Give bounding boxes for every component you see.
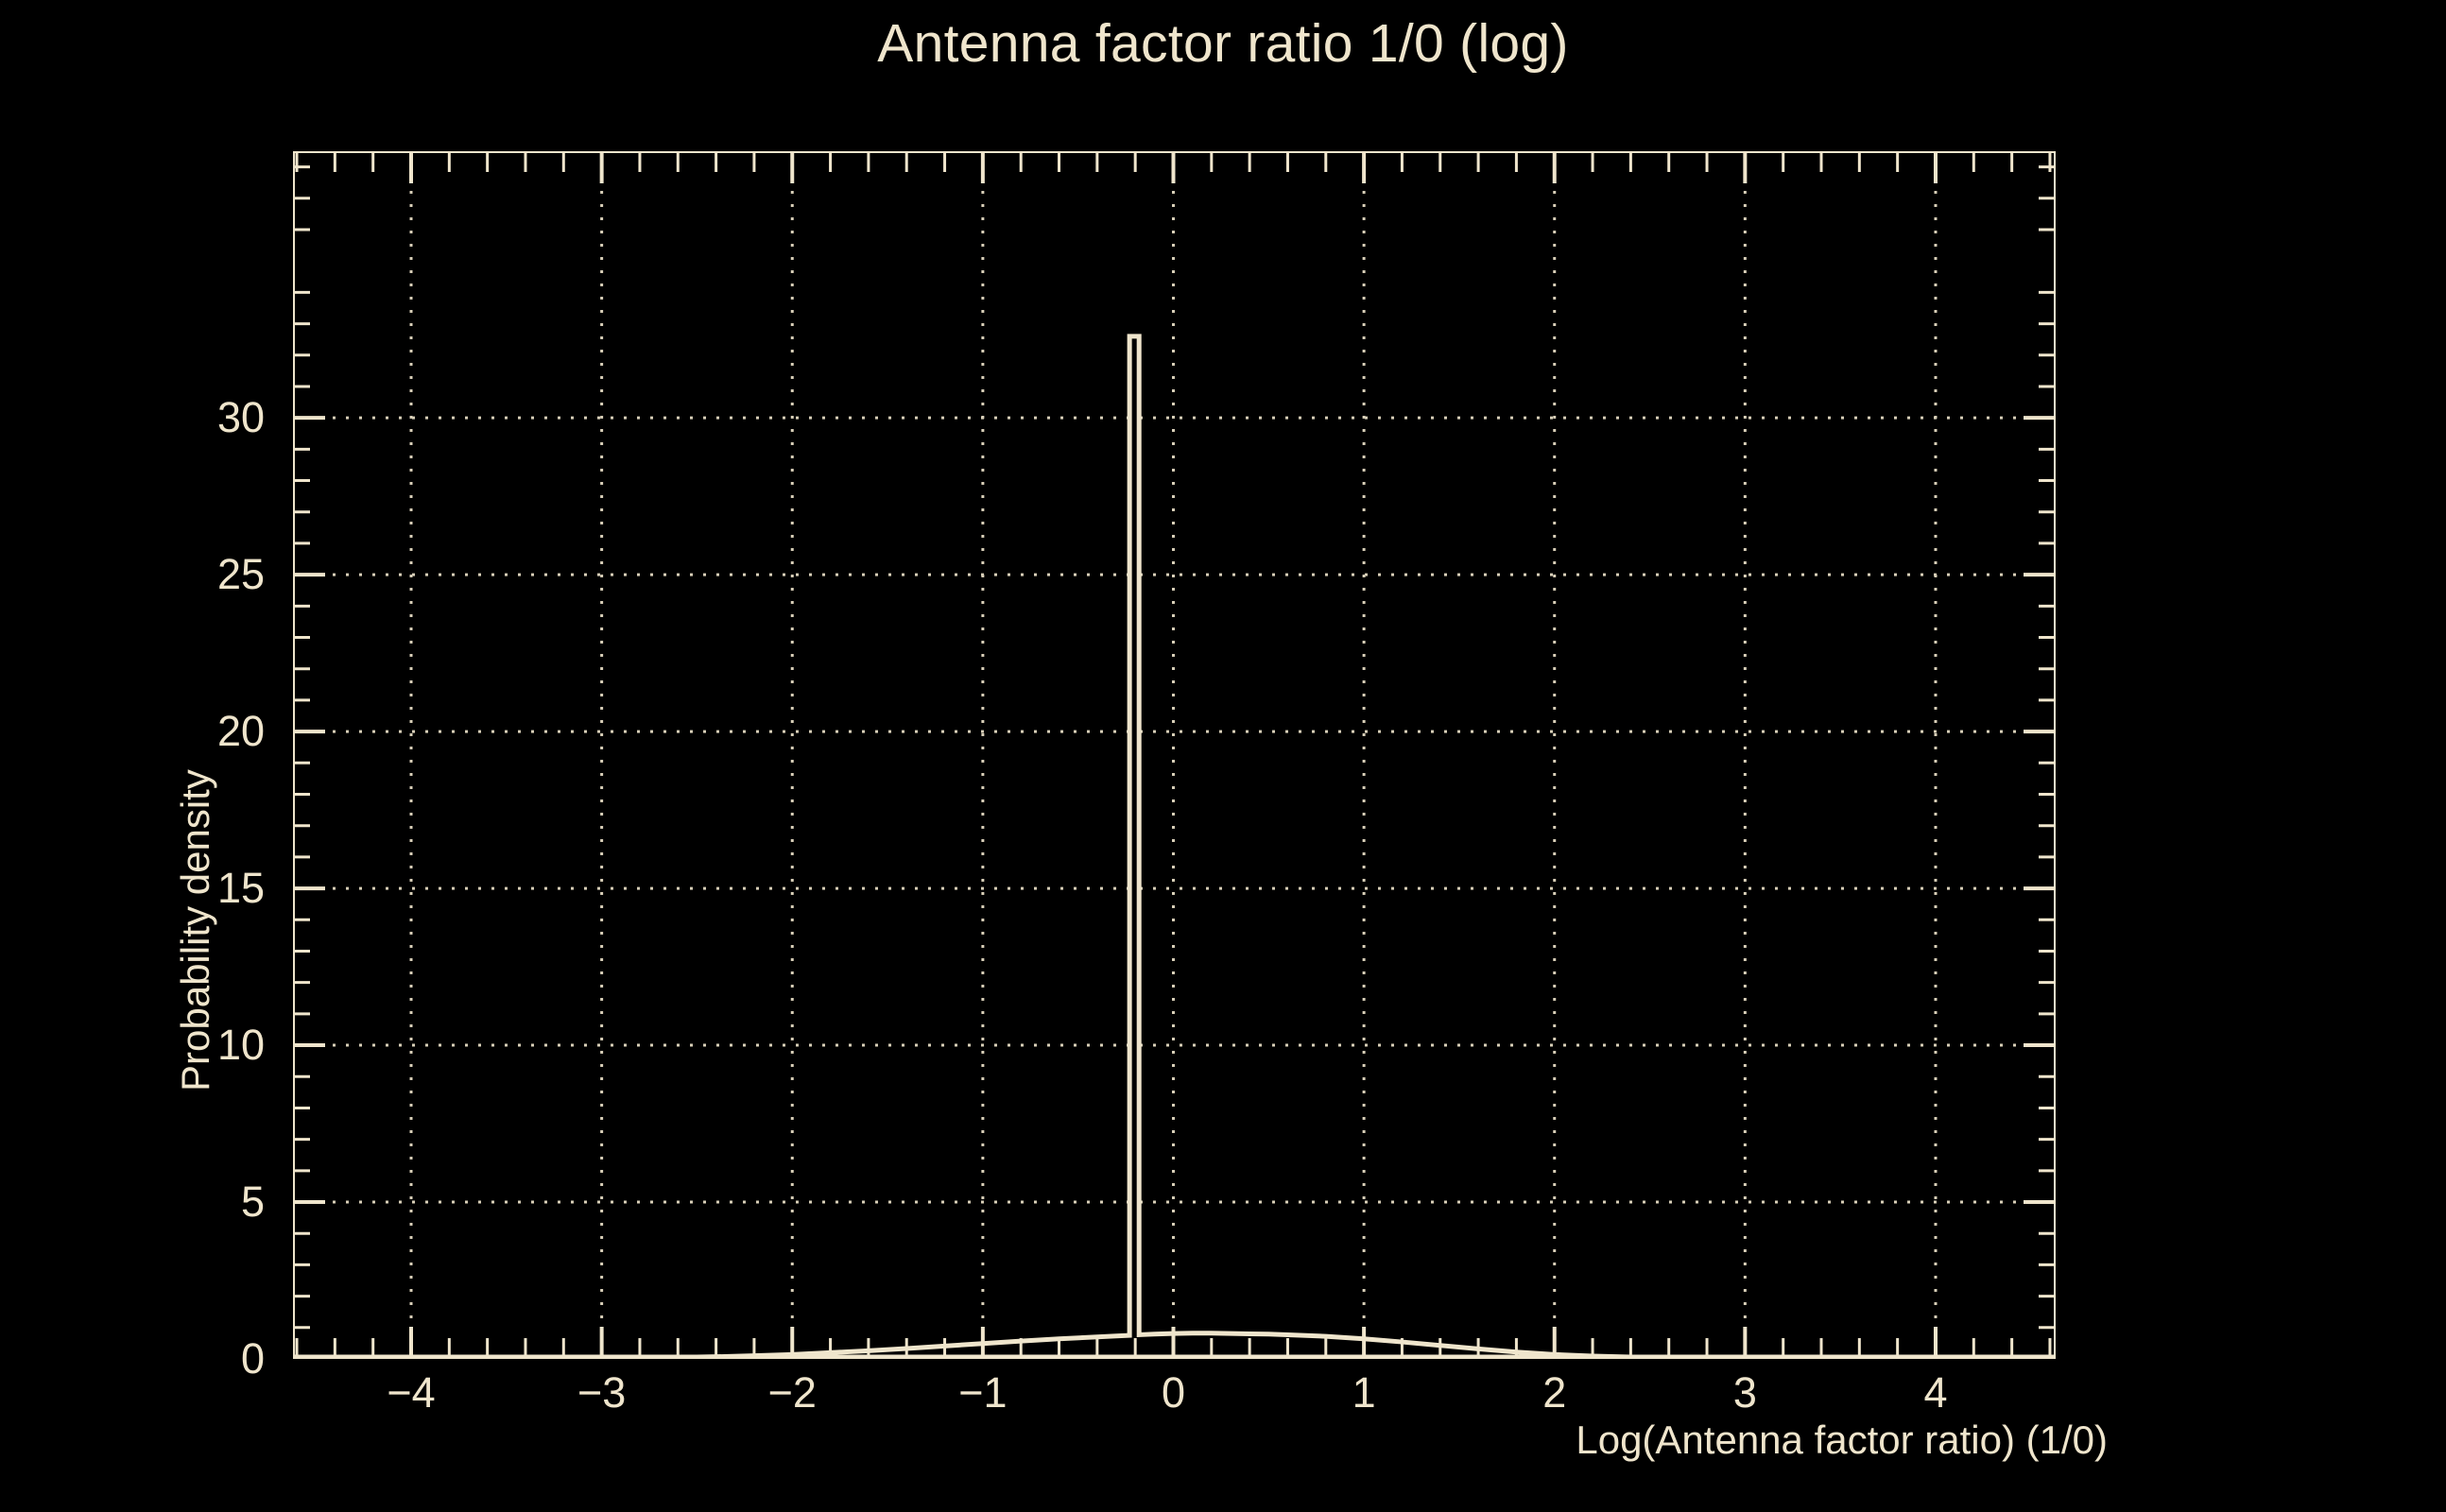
- major-tick-marks: [293, 151, 2056, 1359]
- y-tick-label-group: 0 5 10 15 20 25 30: [142, 151, 265, 1383]
- y-tick-label: 5: [240, 1177, 265, 1227]
- y-tick-label: 0: [240, 1334, 265, 1383]
- axis-frame: [293, 151, 2056, 1359]
- plot-svg: [293, 151, 2056, 1359]
- y-tick-label: 10: [216, 1021, 265, 1070]
- y-tick-label: 15: [216, 864, 265, 913]
- x-tick-label: 1: [1352, 1368, 1376, 1417]
- x-tick-label: −2: [767, 1368, 817, 1417]
- x-axis-title: Log(Antenna factor ratio) (1/0): [1576, 1418, 2108, 1462]
- y-tick-label: 30: [216, 393, 265, 442]
- x-tick-label: −3: [577, 1368, 627, 1417]
- y-tick-label: 20: [216, 707, 265, 756]
- minor-tick-marks: [293, 151, 2056, 1359]
- x-tick-label: 2: [1542, 1368, 1567, 1417]
- x-tick-label: 0: [1161, 1368, 1185, 1417]
- x-tick-label: −1: [958, 1368, 1008, 1417]
- vertical-gridlines: [409, 151, 1938, 1359]
- horizontal-gridlines: [293, 416, 2056, 1204]
- x-tick-label: 3: [1732, 1368, 1757, 1417]
- x-tick-label: −4: [387, 1368, 436, 1417]
- x-tick-label-group: −4 −3 −2 −1 0 1 2 3 4: [293, 1368, 2056, 1425]
- density-curve: [297, 334, 2050, 1359]
- y-tick-label: 25: [216, 550, 265, 599]
- plot-area: [293, 151, 2056, 1359]
- chart-title: Antenna factor ratio 1/0 (log): [877, 13, 1569, 74]
- x-tick-label: 4: [1923, 1368, 1948, 1417]
